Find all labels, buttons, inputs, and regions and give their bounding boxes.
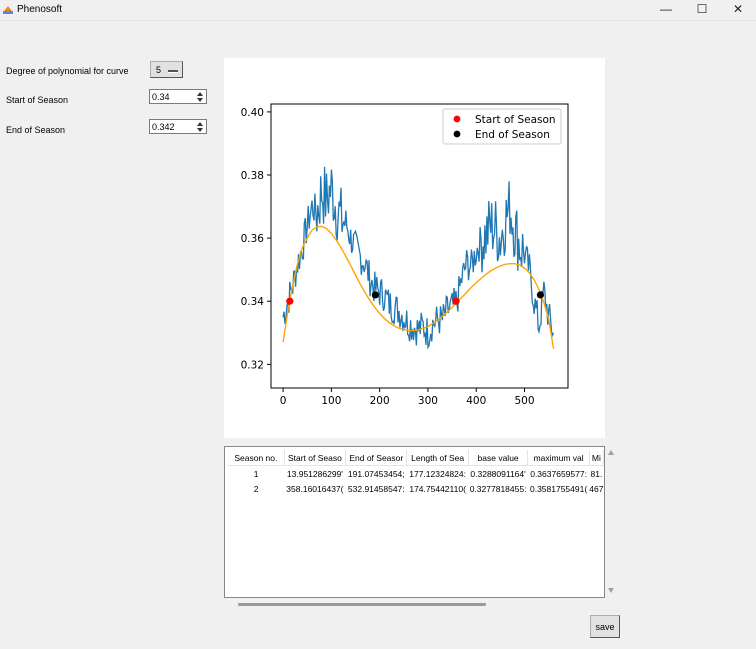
y-tick-label: 0.34 — [241, 296, 265, 308]
start-of-season-spinbox[interactable]: 0.34 — [149, 89, 207, 104]
column-header[interactable]: Length of Sea — [406, 450, 469, 466]
table-cell: 0.3277818455: — [469, 483, 527, 494]
spin-down-icon[interactable] — [197, 128, 203, 132]
column-header[interactable]: base value — [468, 450, 529, 466]
close-button[interactable]: ✕ — [732, 2, 744, 16]
table-cell: 81. — [590, 468, 603, 479]
table-cell: 174.75442110( — [409, 483, 466, 494]
scroll-down-icon[interactable] — [608, 588, 614, 593]
app-icon — [3, 6, 13, 14]
end-of-season-label: End of Season — [6, 125, 66, 135]
vertical-scrollbar[interactable] — [605, 446, 618, 598]
x-tick-label: 0 — [280, 395, 287, 407]
table-cell: 1 — [253, 468, 259, 479]
start-of-season-marker — [286, 297, 294, 305]
end-of-season-value: 0.342 — [152, 122, 175, 132]
menu-indicator-icon — [168, 70, 178, 73]
end-of-season-marker — [536, 291, 545, 299]
table-cell: 13.951286299' — [286, 468, 343, 479]
legend-label: End of Season — [475, 129, 550, 141]
fitted-curve-line — [282, 225, 555, 349]
x-tick-label: 200 — [370, 395, 390, 407]
y-tick-label: 0.40 — [241, 107, 264, 119]
table-cell: 358.16016437( — [286, 483, 344, 494]
table-cell: 0.3581755491( — [529, 483, 588, 494]
results-table: Season no. Start of Seaso End of Seasor Len… — [224, 446, 605, 598]
spin-up-icon[interactable] — [197, 122, 203, 126]
legend-box — [442, 108, 562, 145]
start-of-season-marker — [452, 297, 460, 305]
column-header[interactable]: Start of Seaso — [284, 450, 347, 466]
x-tick-label: 400 — [466, 395, 486, 407]
y-tick-label: 0.32 — [241, 359, 264, 371]
axes-frame — [270, 103, 569, 389]
table-cell: 2 — [253, 483, 259, 494]
table-header-row: Season no. Start of Seaso End of Seasor Len… — [228, 450, 604, 466]
end-of-season-marker — [371, 291, 379, 299]
plot-panel: 0 100 200 300 400 500 0.32 0.34 0.36 0.38 0.40 Star… — [224, 58, 605, 438]
degree-value: 5 — [156, 65, 162, 75]
column-header[interactable]: Season no. — [228, 450, 285, 466]
spin-down-icon[interactable] — [197, 98, 203, 102]
x-tick-label: 500 — [515, 395, 535, 407]
spin-up-icon[interactable] — [197, 92, 203, 96]
table-cell: 0.3288091164' — [470, 468, 526, 479]
column-header[interactable]: End of Seasor — [345, 450, 408, 466]
horizontal-scrollbar[interactable] — [238, 603, 486, 606]
maximize-button[interactable]: ☐ — [696, 2, 708, 16]
start-of-season-label: Start of Season — [6, 95, 69, 105]
raw-ndvi-line — [282, 166, 555, 350]
table-row[interactable]: 2 358.16016437(532.91458547: 174.75442110(… — [228, 481, 604, 496]
legend-marker — [453, 130, 461, 138]
column-header[interactable]: maximum val — [527, 450, 590, 466]
degree-menubutton[interactable]: 5 — [150, 61, 183, 78]
y-tick-label: 0.38 — [241, 170, 264, 182]
scroll-up-icon[interactable] — [608, 450, 614, 455]
table-cell: 532.91458547: — [347, 483, 405, 494]
start-of-season-value: 0.34 — [152, 92, 170, 102]
table-cell: 0.3637659577: — [530, 468, 587, 479]
table-cell: 177.12324824: — [409, 468, 466, 479]
end-of-season-spinbox[interactable]: 0.342 — [149, 119, 207, 134]
legend-marker — [453, 115, 461, 123]
window-title: Phenosoft — [17, 4, 63, 15]
degree-label: Degree of polynomial for curve — [6, 66, 129, 76]
x-tick-label: 300 — [418, 395, 438, 407]
title-bar: Phenosoft — ☐ ✕ — [0, 0, 756, 21]
table-cell: 191.07453454; — [347, 468, 405, 479]
title-separator — [0, 20, 756, 21]
y-tick-label: 0.36 — [241, 233, 265, 245]
save-button[interactable]: save — [590, 615, 620, 638]
legend-label: Start of Season — [475, 114, 556, 126]
table-cell: 467 — [589, 483, 604, 494]
phenology-chart: 0 100 200 300 400 500 0.32 0.34 0.36 0.38 0.40 Star… — [241, 103, 569, 407]
minimize-button[interactable]: — — [660, 2, 672, 16]
x-tick-label: 100 — [321, 395, 341, 407]
column-header[interactable]: Mi — [589, 450, 604, 466]
table-row[interactable]: 1 13.951286299' 191.07453454; 177.12324824:… — [228, 466, 604, 482]
